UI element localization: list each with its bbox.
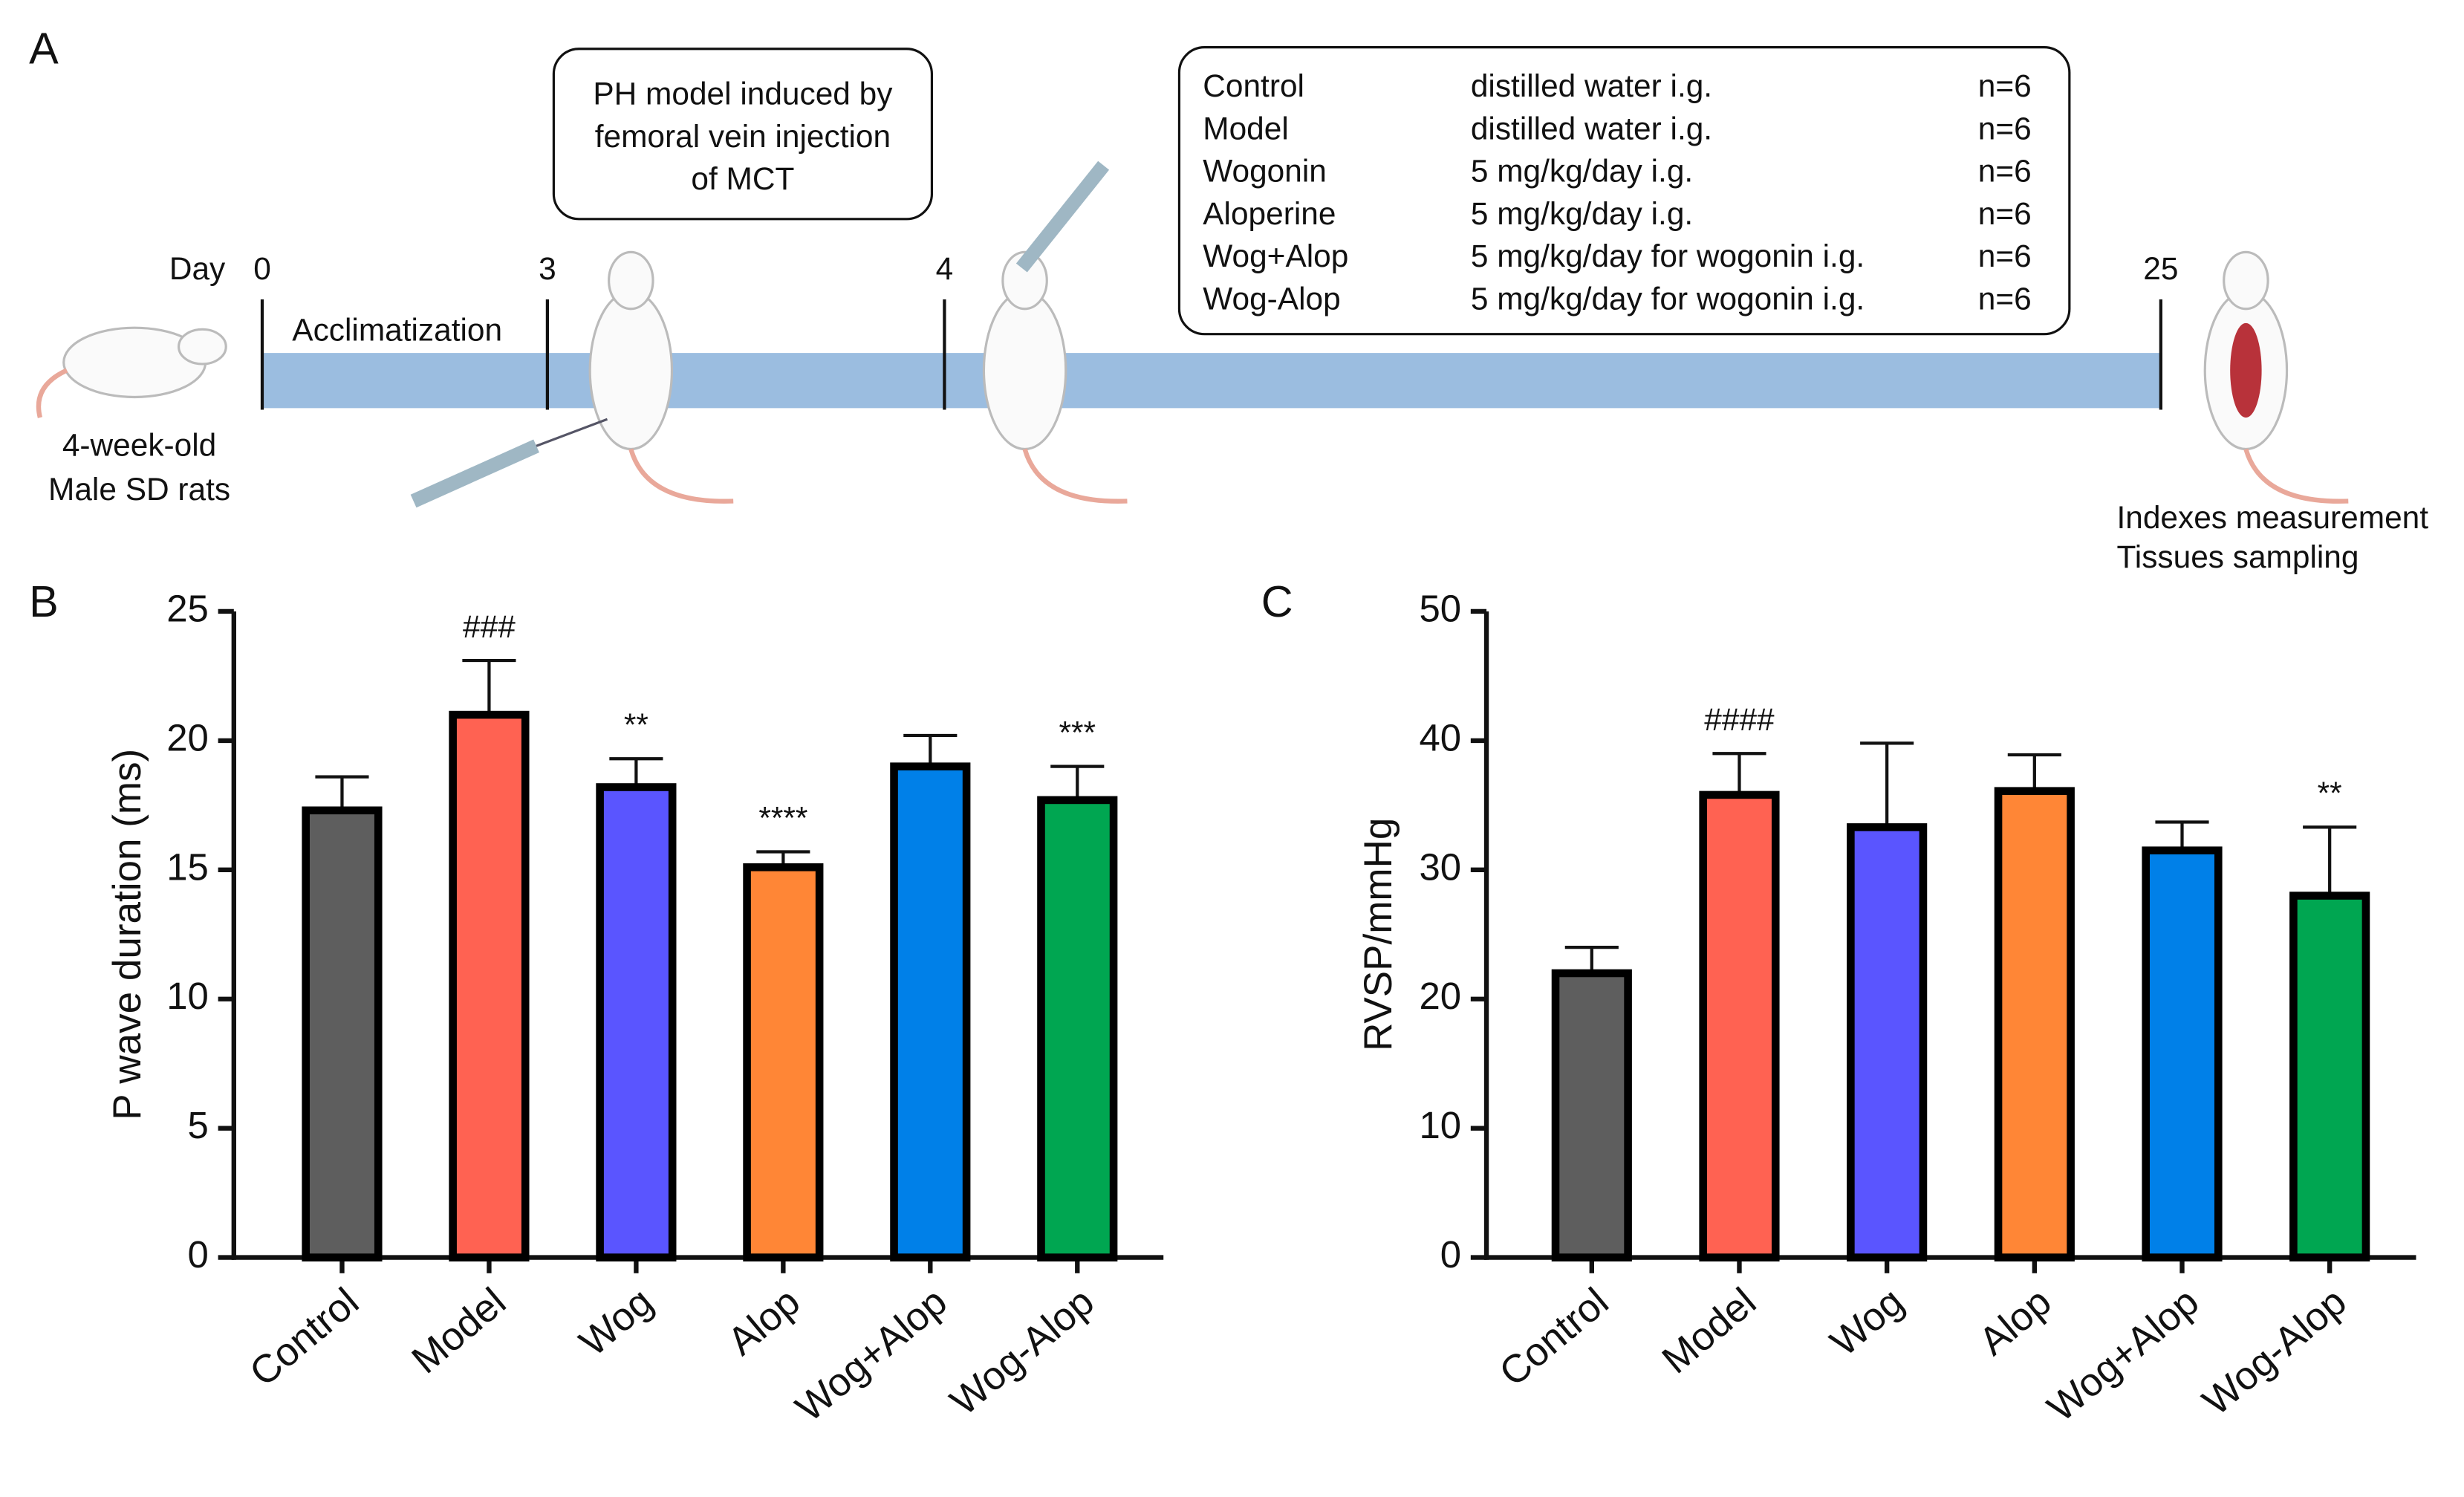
bar	[1037, 796, 1118, 1261]
panel-label: B	[29, 577, 59, 626]
y-tick-label: 0	[188, 1233, 209, 1276]
x-tick-label: Model	[1654, 1279, 1765, 1382]
y-tick-label: 25	[166, 587, 209, 629]
group-cell: distilled water i.g.	[1471, 111, 1712, 146]
group-cell: n=6	[1978, 154, 2032, 189]
x-tick-label: Wog	[571, 1279, 661, 1365]
group-cell: 5 mg/kg/day for wogonin i.g.	[1471, 281, 1865, 316]
y-tick-label: 15	[166, 845, 209, 888]
x-tick-label: Alop	[1971, 1279, 2059, 1363]
group-cell: n=6	[1978, 281, 2032, 316]
group-cell: Model	[1203, 111, 1289, 146]
x-tick-label: Model	[404, 1279, 515, 1382]
bar	[1551, 969, 1632, 1261]
x-tick-label: Wog+Alop	[787, 1279, 955, 1430]
x-tick-label: Wog	[1822, 1279, 1912, 1365]
y-tick-label: 50	[1420, 587, 1462, 629]
group-cell: 5 mg/kg/day i.g.	[1471, 154, 1693, 189]
y-tick-label: 40	[1420, 716, 1462, 759]
x-tick-label: Wog-Alop	[942, 1279, 1102, 1423]
x-tick-label: Wog+Alop	[2039, 1279, 2207, 1430]
end-label: Indexes measurement	[2116, 500, 2428, 535]
bar	[2142, 846, 2223, 1261]
y-tick-label: 10	[1420, 1104, 1462, 1146]
syringe-icon	[410, 160, 1110, 508]
group-box	[1177, 46, 2071, 336]
group-cell: n=6	[1978, 196, 2032, 231]
bar	[2289, 892, 2370, 1261]
significance-label: ###	[463, 609, 516, 644]
charts: 0 5 10 15 20 25 P wave duration (ms) Control Mod…	[105, 587, 2416, 1430]
day-ticks	[260, 299, 2162, 410]
rat-icon	[2203, 250, 2349, 504]
bar-chart: 0 5 10 15 20 25 P wave duration (ms) Control Mod…	[105, 587, 1164, 1430]
group-table: Control distilled water i.g. n=6 Model disti…	[1203, 68, 2031, 316]
y-tick-label: 10	[166, 975, 209, 1017]
bar	[449, 710, 530, 1261]
bar	[890, 762, 971, 1261]
bar-chart: 0 10 20 30 40 50 RVSP/mmHg Control Model #### Wog A…	[1356, 587, 2416, 1430]
group-cell: Aloperine	[1203, 196, 1336, 231]
x-tick-label: Wog-Alop	[2194, 1279, 2355, 1423]
panel-label: A	[29, 24, 59, 74]
y-tick-label: 0	[1440, 1233, 1461, 1276]
significance-label: ****	[758, 800, 807, 835]
group-cell: Control	[1203, 68, 1304, 103]
y-tick-label: 20	[1420, 975, 1462, 1017]
group-cell: Wog+Alop	[1203, 238, 1348, 273]
bar	[302, 806, 383, 1261]
phase-label: Acclimatization	[292, 313, 502, 348]
group-cell: Wog-Alop	[1203, 281, 1340, 316]
group-cell: 5 mg/kg/day for wogonin i.g.	[1471, 238, 1865, 273]
y-tick-label: 20	[166, 716, 209, 759]
group-cell: distilled water i.g.	[1471, 68, 1712, 103]
bar	[743, 863, 824, 1261]
y-axis-title: P wave duration (ms)	[105, 749, 149, 1120]
group-cell: n=6	[1978, 238, 2032, 273]
day: 25	[2143, 251, 2178, 286]
start-label: Male SD rats	[48, 472, 230, 507]
bar	[1994, 787, 2075, 1261]
model-box-text: femoral vein injection	[595, 119, 891, 154]
x-tick-label: Control	[241, 1279, 367, 1394]
rat-icon	[36, 326, 227, 418]
end-label: Tissues sampling	[2116, 539, 2359, 574]
model-box	[552, 48, 934, 221]
group-cell: n=6	[1978, 111, 2032, 146]
day: 0	[253, 251, 271, 286]
rat-icon	[588, 250, 734, 504]
panel-label: C	[1261, 577, 1293, 626]
timeline-bar	[264, 353, 2162, 409]
bar	[1847, 823, 1928, 1261]
x-tick-label: Control	[1492, 1279, 1617, 1394]
rat-icon	[982, 250, 1128, 504]
bar	[596, 783, 677, 1261]
significance-label: ####	[1704, 702, 1775, 737]
start-label: 4-week-old	[62, 428, 216, 463]
y-axis-title: RVSP/mmHg	[1356, 818, 1400, 1051]
significance-label: ***	[1059, 715, 1096, 750]
group-cell: Wogonin	[1203, 154, 1327, 189]
x-tick-label: Alop	[720, 1279, 808, 1363]
y-tick-label: 30	[1420, 845, 1462, 888]
day-label: Day	[169, 251, 226, 286]
significance-label: **	[624, 707, 648, 742]
group-cell: n=6	[1978, 68, 2032, 103]
day: 3	[539, 251, 556, 286]
bar	[1699, 790, 1780, 1261]
y-tick-label: 5	[188, 1104, 209, 1146]
significance-label: **	[2318, 776, 2342, 811]
model-box-text: of MCT	[691, 161, 794, 196]
group-cell: 5 mg/kg/day i.g.	[1471, 196, 1693, 231]
model-box-text: PH model induced by	[593, 77, 893, 111]
day: 4	[936, 251, 954, 286]
